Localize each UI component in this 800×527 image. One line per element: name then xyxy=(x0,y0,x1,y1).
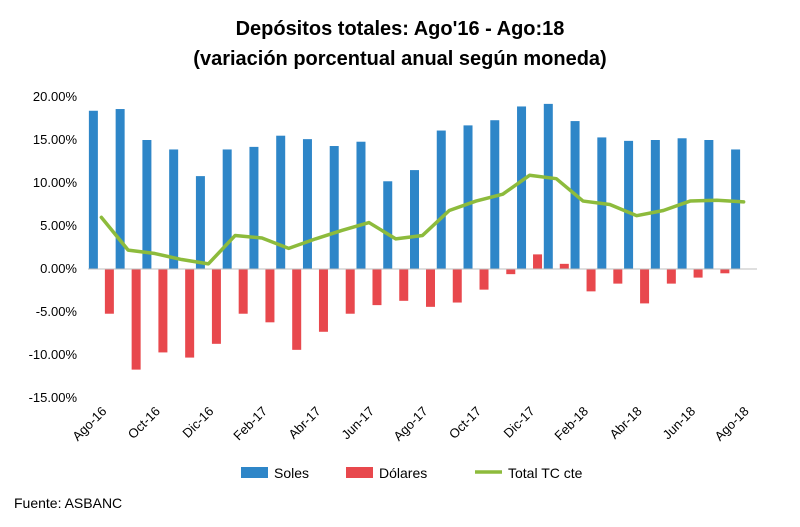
bar-soles xyxy=(115,109,125,269)
x-tick-label: Feb-18 xyxy=(551,404,591,444)
x-tick-label: Dic-16 xyxy=(179,404,216,441)
bar-soles xyxy=(463,125,473,269)
y-tick-label: 15.00% xyxy=(33,132,78,147)
chart-title: Depósitos totales: Ago'16 - Ago:18 xyxy=(235,18,565,40)
bar-dolares xyxy=(693,269,703,278)
bar-soles xyxy=(650,140,660,269)
bar-soles xyxy=(356,141,366,269)
bar-dolares xyxy=(158,269,168,353)
bar-dolares xyxy=(640,269,650,304)
bar-dolares xyxy=(452,269,462,303)
bar-dolares xyxy=(533,254,543,269)
y-tick-label: 10.00% xyxy=(33,175,78,190)
bar-dolares xyxy=(666,269,676,284)
x-tick-label: Dic-17 xyxy=(500,404,537,441)
bar-soles xyxy=(704,140,714,269)
bar-soles xyxy=(543,103,553,269)
x-tick-label: Abr-18 xyxy=(606,404,644,442)
line-series xyxy=(99,173,746,266)
bar-soles xyxy=(410,170,419,269)
bar-dolares xyxy=(506,269,516,275)
bar-soles xyxy=(436,130,446,269)
bar-dolares xyxy=(586,269,596,292)
bar-soles xyxy=(731,149,741,269)
x-tick-label: Jun-17 xyxy=(338,404,377,443)
bar-soles xyxy=(624,140,634,269)
legend-swatch xyxy=(241,467,268,478)
bar-soles xyxy=(88,110,98,269)
bar-dolares xyxy=(238,269,248,314)
x-tick-label: Feb-17 xyxy=(230,404,270,444)
legend-label: Total TC cte xyxy=(508,465,583,481)
source-note: Fuente: ASBANC xyxy=(14,495,123,511)
bar-soles xyxy=(302,139,312,269)
x-tick-label: Oct-16 xyxy=(125,404,163,442)
bar-soles xyxy=(169,149,179,269)
x-tick-label: Abr-17 xyxy=(285,404,323,442)
x-tick-label: Oct-17 xyxy=(446,404,484,442)
legend: Soles Dólares Total TC cte xyxy=(241,465,583,481)
bar-soles xyxy=(383,181,393,269)
y-tick-label: -5.00% xyxy=(36,304,78,319)
bar-soles xyxy=(142,140,152,269)
legend-label: Dólares xyxy=(379,465,427,481)
x-axis-ticks: Ago-16 Oct-16 Dic-16 Feb-17 Abr-17 Jun-17 Ago-… xyxy=(69,404,751,444)
bar-soles xyxy=(329,146,339,269)
bar-dolares xyxy=(211,269,221,344)
bar-dolares xyxy=(185,269,195,358)
y-tick-label: 0.00% xyxy=(40,261,77,276)
bar-dolares xyxy=(104,269,114,314)
x-tick-label: Ago-18 xyxy=(711,404,751,444)
bar-dolares xyxy=(720,269,730,274)
bar-dolares xyxy=(265,269,275,323)
bar-dolares xyxy=(345,269,355,314)
bar-dolares xyxy=(372,269,382,306)
bar-dolares xyxy=(131,269,141,370)
bar-soles xyxy=(276,135,286,269)
y-tick-label: -15.00% xyxy=(29,390,78,405)
y-tick-label: 5.00% xyxy=(40,218,77,233)
bar-dolares xyxy=(559,263,569,269)
legend-label: Soles xyxy=(274,465,309,481)
bar-soles xyxy=(249,146,259,269)
bar-soles xyxy=(195,176,205,269)
chart-subtitle: (variación porcentual anual según moneda… xyxy=(193,48,607,70)
y-tick-label: -10.00% xyxy=(29,347,78,362)
legend-swatch xyxy=(346,467,373,478)
x-tick-label: Jun-18 xyxy=(660,404,699,443)
bar-soles xyxy=(517,106,527,270)
bar-dolares xyxy=(292,269,302,350)
x-tick-label: Ago-16 xyxy=(69,404,109,444)
bar-dolares xyxy=(318,269,328,332)
bar-dolares xyxy=(399,269,409,301)
bar-dolares xyxy=(613,269,623,284)
bar-dolares xyxy=(426,269,435,307)
bar-soles xyxy=(222,149,232,269)
y-axis-ticks: 20.00% 15.00% 10.00% 5.00% 0.00% -5.00% -10.00… xyxy=(29,89,78,405)
y-tick-label: 20.00% xyxy=(33,89,78,104)
bar-dolares xyxy=(479,269,489,290)
x-tick-label: Ago-17 xyxy=(390,404,430,444)
